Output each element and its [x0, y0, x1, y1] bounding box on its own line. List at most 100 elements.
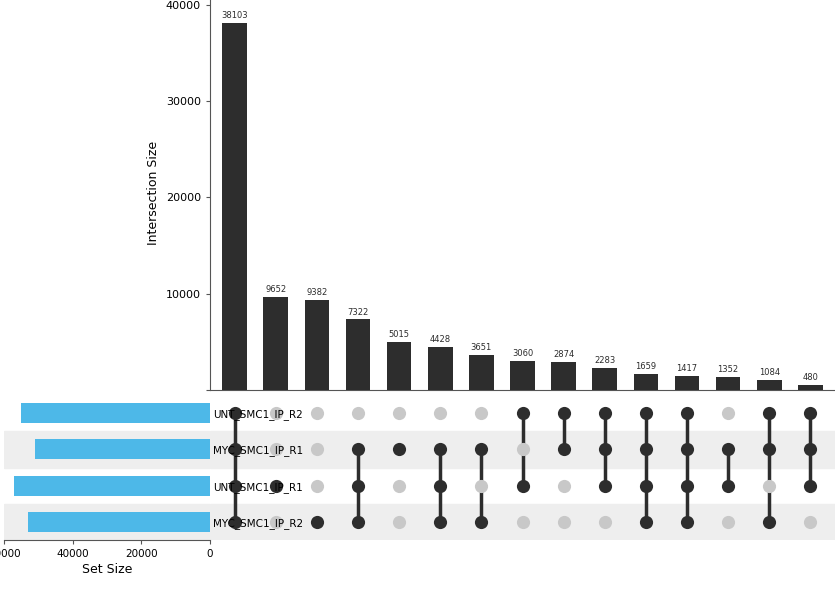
Point: [516, 481, 529, 490]
Point: [598, 408, 611, 418]
Point: [392, 481, 406, 490]
Text: 2874: 2874: [553, 350, 574, 359]
Point: [516, 408, 529, 418]
Point: [433, 481, 447, 490]
Point: [557, 408, 570, 418]
Point: [311, 517, 324, 527]
Point: [475, 444, 488, 454]
Point: [639, 517, 652, 527]
Bar: [210, 431, 835, 468]
Bar: [510, 361, 535, 390]
Bar: [592, 368, 617, 390]
Point: [228, 444, 241, 454]
Point: [721, 481, 735, 490]
Bar: [387, 342, 412, 390]
Text: 9652: 9652: [266, 285, 286, 294]
Text: 1659: 1659: [635, 362, 656, 371]
Point: [557, 517, 570, 527]
Bar: [634, 374, 658, 390]
Bar: [222, 23, 247, 390]
Point: [803, 517, 817, 527]
Point: [269, 408, 282, 418]
Bar: [551, 362, 576, 390]
Point: [557, 444, 570, 454]
Bar: [675, 377, 699, 390]
Y-axis label: Intersection Size: Intersection Size: [147, 140, 160, 245]
Text: 2283: 2283: [595, 356, 615, 365]
Point: [721, 444, 735, 454]
Bar: [14, 475, 210, 496]
Point: [598, 517, 611, 527]
Bar: [4, 504, 210, 540]
Point: [352, 408, 365, 418]
Point: [681, 408, 694, 418]
Point: [352, 481, 365, 490]
Point: [392, 517, 406, 527]
Point: [762, 517, 776, 527]
Bar: [264, 297, 288, 390]
Point: [681, 444, 694, 454]
Point: [228, 481, 241, 490]
Point: [269, 444, 282, 454]
Point: [433, 517, 447, 527]
Point: [639, 444, 652, 454]
Point: [516, 444, 529, 454]
Point: [762, 481, 776, 490]
Point: [311, 444, 324, 454]
Point: [516, 517, 529, 527]
Point: [475, 408, 488, 418]
Point: [803, 481, 817, 490]
Point: [433, 408, 447, 418]
Point: [228, 517, 241, 527]
Bar: [346, 320, 371, 390]
Bar: [305, 300, 329, 390]
Point: [311, 481, 324, 490]
Point: [228, 408, 241, 418]
Bar: [469, 355, 493, 390]
Point: [721, 517, 735, 527]
Text: 7322: 7322: [347, 308, 368, 317]
Point: [269, 481, 282, 490]
Text: 480: 480: [802, 374, 818, 383]
Bar: [4, 431, 210, 468]
Point: [352, 517, 365, 527]
Point: [433, 444, 447, 454]
Bar: [798, 386, 822, 390]
Point: [762, 444, 776, 454]
Point: [352, 444, 365, 454]
Text: 4428: 4428: [430, 336, 451, 345]
Point: [639, 408, 652, 418]
Point: [598, 481, 611, 490]
Point: [311, 408, 324, 418]
Bar: [210, 504, 835, 540]
Point: [681, 481, 694, 490]
Text: 3651: 3651: [471, 343, 492, 352]
Point: [475, 481, 488, 490]
Bar: [757, 380, 782, 390]
Text: 1417: 1417: [676, 365, 697, 374]
Point: [557, 481, 570, 490]
Point: [475, 517, 488, 527]
Bar: [22, 403, 210, 423]
Point: [639, 481, 652, 490]
Bar: [716, 377, 741, 390]
Point: [392, 408, 406, 418]
Point: [269, 517, 282, 527]
Text: 9382: 9382: [306, 288, 327, 297]
Text: 5015: 5015: [388, 330, 410, 339]
Bar: [28, 512, 210, 532]
Point: [681, 517, 694, 527]
Point: [721, 408, 735, 418]
Text: 3060: 3060: [512, 349, 533, 358]
Text: 1352: 1352: [717, 365, 739, 374]
Point: [762, 408, 776, 418]
Point: [803, 408, 817, 418]
Text: 38103: 38103: [221, 11, 248, 20]
Point: [803, 444, 817, 454]
Text: 1084: 1084: [759, 368, 780, 377]
Point: [392, 444, 406, 454]
Bar: [35, 439, 210, 459]
Bar: [428, 347, 453, 390]
X-axis label: Set Size: Set Size: [82, 563, 132, 576]
Point: [598, 444, 611, 454]
